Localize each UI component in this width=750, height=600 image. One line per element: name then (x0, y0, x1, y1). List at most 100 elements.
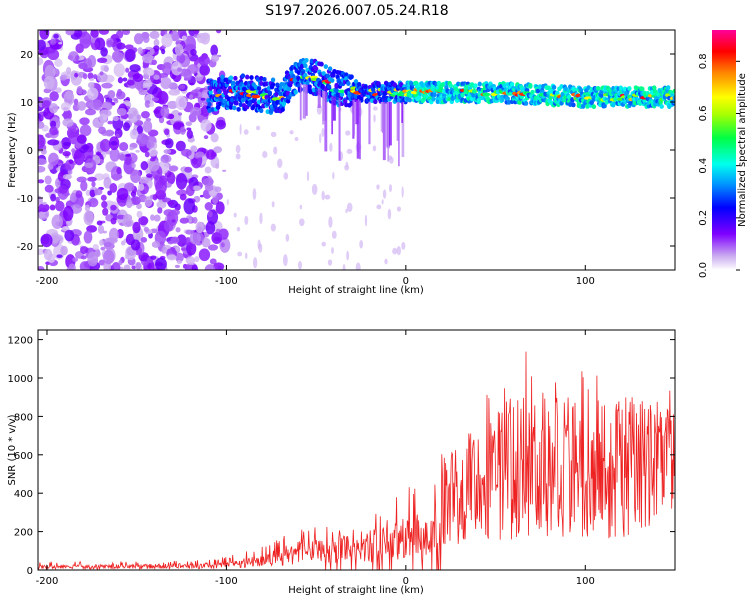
noise-cell (215, 119, 226, 130)
noise-cell (98, 126, 106, 135)
band-cell (477, 81, 482, 87)
noise-cell (185, 121, 193, 127)
noise-cell (38, 49, 49, 56)
noise-cell (130, 191, 137, 198)
band-cell (417, 94, 422, 100)
noise-cell (103, 176, 112, 189)
noise-cell (270, 131, 277, 138)
noise-cell (123, 264, 131, 270)
band-cell (602, 103, 607, 109)
noise-cell (65, 66, 72, 75)
band-cell (256, 85, 262, 91)
noise-cell (139, 176, 150, 185)
noise-cell (112, 97, 118, 102)
band-cell (651, 85, 657, 91)
band-cell (220, 74, 225, 80)
noise-cell (262, 150, 268, 159)
band-cell (509, 81, 515, 87)
noise-cell (43, 248, 53, 261)
band-cell (665, 85, 671, 91)
colorbar-label: Normalized spectral amplitude (737, 73, 748, 227)
noise-cell (384, 258, 388, 265)
band-cell (537, 84, 543, 90)
noise-cell (167, 240, 174, 245)
noise-cell (102, 207, 109, 216)
noise-cell (44, 212, 49, 217)
noise-cell (210, 133, 219, 143)
band-cell (456, 81, 461, 87)
noise-cell (346, 202, 353, 212)
noise-cell (89, 189, 96, 198)
band-cell (264, 81, 269, 87)
noise-cell (73, 149, 85, 166)
noise-cell (178, 112, 183, 116)
band-cell (319, 61, 324, 67)
band-cell (349, 74, 354, 80)
band-cell (432, 92, 437, 98)
snr-panel: -200 -100 0 100 0 200 400 600 800 1000 1200 Heigh… (7, 329, 676, 596)
noise-cell (48, 152, 59, 166)
streak-cell (380, 102, 383, 132)
noise-cell (122, 122, 131, 132)
noise-cell (41, 100, 51, 110)
streak-cell (352, 99, 355, 136)
noise-cell (87, 82, 95, 89)
band-cell (472, 88, 477, 94)
noise-cell (124, 48, 136, 62)
noise-cell (345, 208, 348, 214)
colorbar-tick-label: 0.4 (698, 158, 709, 174)
noise-cell (155, 179, 167, 195)
noise-cell (62, 150, 71, 157)
band-cell (535, 88, 541, 94)
noise-cell (38, 165, 46, 173)
noise-cell (115, 30, 124, 39)
noise-cell (85, 189, 91, 197)
noise-cell (130, 239, 141, 251)
noise-cell (145, 168, 151, 174)
noise-cell (122, 218, 134, 228)
noise-cell (103, 249, 115, 265)
band-cell (280, 107, 285, 112)
noise-cell (160, 154, 172, 164)
noise-cell (65, 30, 75, 36)
band-cell (228, 75, 234, 81)
band-cell (339, 92, 345, 97)
band-cell (228, 104, 234, 110)
noise-cell (100, 47, 108, 57)
noise-cell (345, 130, 351, 136)
noise-cell (153, 214, 161, 222)
snr-y-tick-label: 400 (14, 489, 33, 500)
noise-cell (89, 78, 95, 81)
noise-cell (168, 165, 179, 172)
band-cell (448, 83, 453, 89)
streak-cell (332, 96, 336, 121)
band-cell (234, 100, 239, 106)
noise-cell (191, 264, 198, 270)
noise-cell (372, 106, 378, 111)
noise-cell (179, 217, 189, 224)
noise-cell (109, 148, 120, 162)
colorbar-tick-label: 0.0 (698, 262, 709, 278)
noise-cell (131, 265, 136, 270)
noise-cell (174, 264, 181, 269)
noise-cell (299, 218, 305, 227)
noise-cell (160, 30, 168, 36)
noise-cell (168, 113, 175, 120)
noise-cell (163, 149, 172, 154)
noise-cell (226, 199, 229, 206)
snr-x-ticks: -200 -100 0 100 (36, 330, 595, 587)
noise-cell (44, 184, 54, 193)
band-cell (233, 75, 238, 81)
noise-cell (192, 110, 198, 116)
noise-cell (129, 64, 141, 73)
streak-cell (331, 95, 334, 135)
noise-cell (277, 158, 283, 169)
noise-cell (319, 133, 322, 144)
noise-cell (328, 216, 333, 228)
noise-cell (382, 189, 387, 199)
streak-cell (359, 100, 361, 160)
noise-cell (156, 90, 169, 105)
noise-cell (195, 221, 204, 234)
noise-cell (96, 57, 108, 63)
noise-cell (44, 64, 56, 80)
